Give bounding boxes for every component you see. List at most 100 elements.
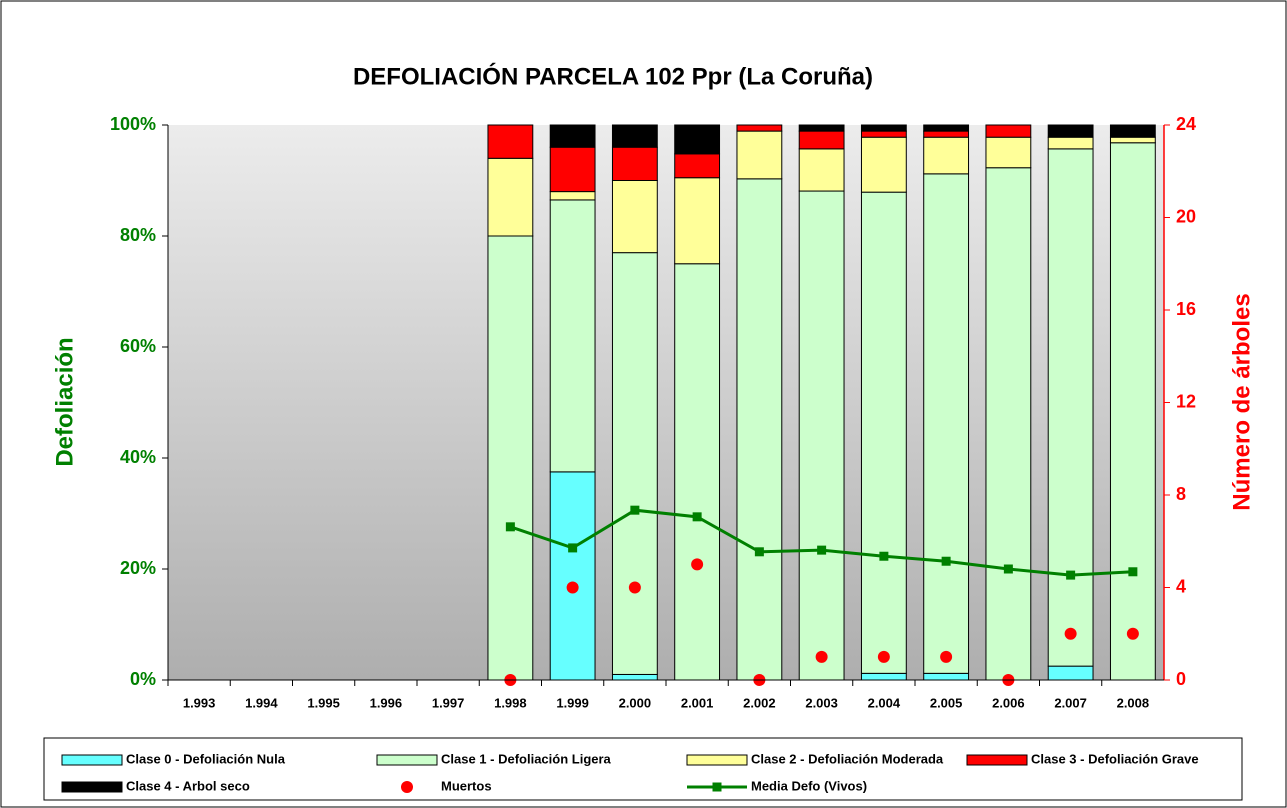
line-marker <box>692 512 702 522</box>
line-marker <box>1003 564 1013 574</box>
bar-segment <box>923 136 970 175</box>
y-tick-label: 100% <box>110 114 156 134</box>
bar-segment <box>549 124 596 148</box>
x-tick-label: 2.007 <box>1054 695 1087 710</box>
x-tick-label: 2.005 <box>930 695 963 710</box>
legend-label: Clase 1 - Defoliación Ligera <box>441 751 612 766</box>
y-tick-label: 80% <box>120 225 156 245</box>
bar-segment <box>736 178 783 681</box>
y-tick-label: 0% <box>130 669 156 689</box>
y2-tick-label: 4 <box>1176 576 1186 596</box>
line-marker <box>817 545 827 555</box>
bar-segment <box>611 180 658 254</box>
x-tick-label: 2.004 <box>868 695 901 710</box>
bar-segment <box>798 130 845 150</box>
bar-segment <box>1047 148 1094 667</box>
legend-swatch <box>401 781 413 793</box>
bar-segment <box>1109 136 1156 144</box>
y-tick-label: 20% <box>120 558 156 578</box>
line-marker <box>630 505 640 515</box>
legend-label: Muertos <box>441 778 492 793</box>
bar-segment <box>985 124 1032 138</box>
point <box>1064 627 1077 640</box>
legend-swatch <box>712 782 722 792</box>
line-marker <box>1128 567 1138 577</box>
x-tick-label: 2.002 <box>743 695 776 710</box>
bar-segment <box>923 672 970 681</box>
bar-segment <box>549 146 596 193</box>
line-marker <box>505 522 515 532</box>
bar-segment <box>549 471 596 681</box>
line-marker <box>941 556 951 566</box>
bar-segment <box>798 124 845 132</box>
x-tick-label: 1.997 <box>432 695 465 710</box>
bar-segment <box>736 130 783 180</box>
legend-label: Clase 4 - Arbol seco <box>126 778 250 793</box>
legend-label: Clase 0 - Defoliación Nula <box>126 751 286 766</box>
bar-segment <box>736 124 783 132</box>
x-tick-label: 1.999 <box>556 695 589 710</box>
bar-segment <box>923 173 970 674</box>
bar-segment <box>1047 136 1094 150</box>
y2-tick-label: 12 <box>1176 391 1196 411</box>
legend-swatch <box>61 781 123 793</box>
point <box>815 650 828 663</box>
bar-segment <box>611 673 658 681</box>
y2-tick-label: 0 <box>1176 669 1186 689</box>
y2-tick-label: 20 <box>1176 206 1196 226</box>
bar-segment <box>1047 665 1094 681</box>
bar-segment <box>798 148 845 192</box>
point <box>566 581 579 594</box>
bar-segment <box>674 177 721 265</box>
point <box>877 650 890 663</box>
point <box>940 650 953 663</box>
bar-segment <box>923 124 970 132</box>
y-tick-label: 40% <box>120 447 156 467</box>
bar-segment <box>860 124 907 132</box>
bar-segment <box>611 252 658 675</box>
x-tick-label: 1.996 <box>370 695 403 710</box>
bar-segment <box>611 146 658 181</box>
y2-tick-label: 8 <box>1176 484 1186 504</box>
bar-segment <box>1109 124 1156 138</box>
bar-segment <box>674 263 721 681</box>
chart-title: DEFOLIACIÓN PARCELA 102 Ppr (La Coruña) <box>353 62 873 90</box>
x-tick-label: 2.008 <box>1117 695 1150 710</box>
x-tick-label: 2.003 <box>805 695 838 710</box>
x-tick-label: 1.993 <box>183 695 216 710</box>
bar-segment <box>985 136 1032 169</box>
legend-swatch <box>686 754 748 766</box>
line-marker <box>568 543 578 553</box>
bar-segment <box>487 157 534 237</box>
legend <box>43 737 1243 801</box>
bar-segment <box>549 199 596 473</box>
bar-segment <box>985 167 1032 681</box>
legend-label: Clase 3 - Defoliación Grave <box>1031 751 1199 766</box>
legend-swatch <box>61 754 123 766</box>
bar-segment <box>860 672 907 681</box>
y2-tick-label: 24 <box>1176 114 1196 134</box>
bar-segment <box>1109 142 1156 681</box>
bar-segment <box>798 190 845 681</box>
y-tick-label: 60% <box>120 336 156 356</box>
y-axis-title: Defoliación <box>51 337 78 466</box>
bar-segment <box>860 191 907 674</box>
line-marker <box>754 547 764 557</box>
bar-segment <box>1047 124 1094 138</box>
bar-segment <box>487 235 534 681</box>
bar-segment <box>860 130 907 138</box>
x-tick-label: 2.006 <box>992 695 1025 710</box>
legend-label: Clase 2 - Defoliación Moderada <box>751 751 944 766</box>
legend-label: Media Defo (Vivos) <box>751 778 867 793</box>
x-tick-label: 2.000 <box>619 695 652 710</box>
bar-segment <box>487 124 534 159</box>
y2-tick-label: 16 <box>1176 299 1196 319</box>
x-tick-label: 2.001 <box>681 695 714 710</box>
legend-swatch <box>376 754 438 766</box>
point <box>1126 627 1139 640</box>
x-tick-label: 1.994 <box>245 695 278 710</box>
y2-axis-title: Número de árboles <box>1228 293 1255 510</box>
point <box>628 581 641 594</box>
x-tick-label: 1.995 <box>307 695 340 710</box>
